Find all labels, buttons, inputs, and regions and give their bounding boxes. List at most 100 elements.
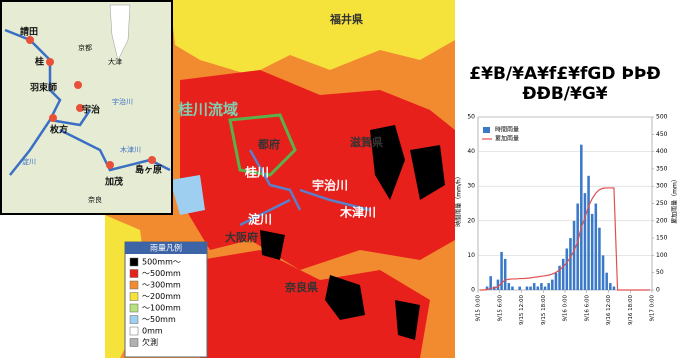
bar — [583, 193, 587, 290]
y2-tick-label: 400 — [656, 148, 668, 155]
inset-label: 枚方 — [50, 124, 68, 136]
y2-tick-label: 150 — [656, 235, 668, 242]
x-tick-label: 9/16 12:00 — [606, 295, 612, 325]
y2-tick-label: 0 — [656, 287, 660, 294]
map-label: 淀川 — [248, 212, 272, 227]
bar — [601, 255, 605, 290]
bar — [500, 251, 503, 290]
y2-tick-label: 450 — [656, 131, 668, 138]
legend-label: 時間雨量 — [495, 126, 519, 134]
chart-subtitle: ÐÐB/¥G¥ — [522, 84, 607, 104]
x-tick-label: 9/16 0:00 — [563, 295, 569, 322]
legend-label: 500mm～ — [142, 258, 181, 267]
y-tick-label: 30 — [467, 183, 475, 190]
y-axis-title: 時間雨量（mm/h） — [455, 173, 463, 227]
y2-tick-label: 200 — [656, 217, 668, 224]
x-tick-label: 9/16 6:00 — [584, 295, 590, 322]
line — [479, 187, 651, 291]
bar — [529, 286, 532, 290]
inset-label: 請田 — [20, 26, 38, 38]
y-tick-label: 10 — [467, 252, 475, 259]
legend-label: ～300mm — [142, 281, 181, 290]
inset-label: 木津川 — [120, 145, 141, 154]
legend-label: 欠測 — [142, 337, 158, 347]
bar — [565, 248, 569, 290]
plot-area — [477, 116, 653, 291]
bar — [525, 286, 529, 290]
inset-label: 桂 — [34, 56, 44, 68]
legend-swatch — [129, 257, 139, 267]
legend-swatch — [129, 292, 139, 301]
map-label: 桂川流域 — [177, 101, 238, 119]
bar — [496, 279, 500, 290]
legend-swatch — [129, 280, 139, 290]
legend-swatch — [129, 326, 139, 336]
bar — [551, 279, 554, 290]
chart-title: £¥B/¥A¥f£¥fGD ÞÞÐ — [469, 64, 660, 84]
legend-swatch — [129, 269, 139, 278]
map-label: 大阪府 — [225, 230, 258, 244]
inset-label: 京都 — [78, 43, 92, 52]
legend-label: ～500mm — [142, 269, 181, 278]
bar — [503, 258, 507, 290]
bar — [609, 283, 612, 290]
bar — [547, 283, 550, 290]
x-tick-label: 9/15 18:00 — [541, 295, 547, 325]
bar — [605, 272, 608, 290]
bar — [532, 283, 536, 290]
inset-label: 淀川 — [22, 157, 36, 166]
map-label: 滋賀県 — [350, 135, 383, 149]
bar — [540, 283, 543, 290]
inset-label: 宇治 — [82, 104, 100, 116]
bar — [594, 203, 598, 290]
map-label: 桂川 — [244, 165, 269, 180]
bar — [511, 286, 514, 290]
bar — [598, 227, 601, 290]
bar — [518, 286, 521, 290]
y2-tick-label: 300 — [656, 183, 668, 190]
legend-swatch — [129, 338, 139, 347]
legend-title: 雨量凡例 — [150, 243, 182, 253]
x-tick-label: 9/15 0:00 — [476, 295, 482, 322]
x-tick-label: 9/16 18:00 — [628, 295, 634, 325]
bar — [576, 203, 579, 290]
y-tick-label: 40 — [467, 148, 475, 155]
bar — [536, 286, 540, 290]
legend-label: 累加雨量 — [495, 135, 519, 143]
y2-tick-label: 250 — [656, 200, 668, 207]
x-tick-label: 9/15 12:00 — [519, 295, 525, 325]
y2-axis-title: 累加雨量（mm） — [671, 176, 679, 224]
bar — [507, 283, 511, 290]
bar — [572, 220, 576, 290]
legend-label: 0mm — [142, 327, 163, 336]
legend-label: ～100mm — [142, 304, 181, 313]
legend-swatch — [129, 315, 139, 324]
bar — [587, 175, 590, 290]
legend-label: ～200mm — [142, 292, 181, 301]
inset-label: 羽束師 — [30, 82, 57, 94]
x-tick-label: 9/17 0:00 — [650, 295, 656, 322]
y2-tick-label: 500 — [656, 114, 668, 121]
bar — [561, 258, 565, 290]
legend-swatch — [483, 127, 490, 133]
y-tick-label: 50 — [467, 114, 475, 121]
inset-label: 加茂 — [104, 176, 123, 188]
legend: 雨量凡例 500mm～ ～500mm ～300mm ～200mm ～100mm ～50mm… — [124, 241, 208, 358]
y2-tick-label: 100 — [656, 252, 668, 259]
legend-swatch — [129, 303, 139, 313]
y-tick-label: 0 — [471, 287, 475, 294]
y2-tick-label: 50 — [656, 269, 664, 276]
bar — [485, 286, 489, 290]
map-label: 福井県 — [329, 12, 363, 26]
map-label: 奈良県 — [284, 280, 318, 294]
chart: £¥B/¥A¥f£¥fGD ÞÞÐ ÐÐB/¥G¥ 時間雨量（mm/h） 累加雨… — [455, 64, 679, 325]
map-labels: 福井県 桂川流域 都府 滋賀県 桂川 宇治川 木津川 淀川 大阪府 奈良県 — [177, 12, 383, 294]
bar — [554, 272, 558, 290]
bar — [569, 238, 572, 290]
bar — [489, 276, 492, 290]
bar — [590, 213, 594, 290]
map-label: 宇治川 — [312, 178, 348, 193]
bar — [543, 286, 547, 290]
legend-label: ～50mm — [142, 315, 176, 324]
